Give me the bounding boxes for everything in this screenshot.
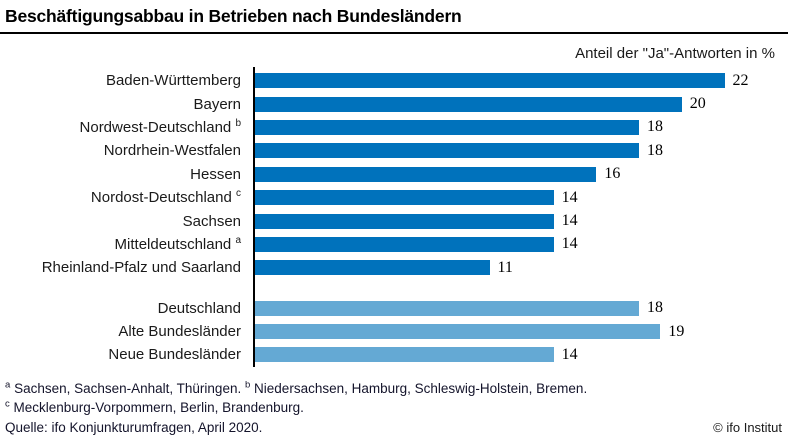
- bar: [254, 347, 554, 363]
- chart-row: Alte Bundesländer 19: [0, 320, 788, 343]
- value-label: 18: [647, 299, 664, 317]
- category-label: Sachsen: [182, 212, 241, 230]
- category-label: Rheinland-Pfalz und Saarland: [41, 259, 241, 277]
- bar: [254, 260, 490, 276]
- source-row: Quelle: ifo Konjunkturumfragen, April 20…: [5, 419, 782, 438]
- category-label: Neue Bundesländer: [108, 346, 241, 364]
- value-label: 19: [668, 322, 685, 340]
- y-axis-line: [253, 67, 255, 367]
- bar: [254, 119, 640, 135]
- bar: [254, 213, 554, 229]
- chart-row: Baden-Württemberg 22: [0, 69, 788, 92]
- source-label: Quelle: ifo Konjunkturumfragen, April 20…: [5, 420, 263, 435]
- value-label: 14: [561, 235, 578, 253]
- bar: [254, 73, 725, 89]
- value-label: 14: [561, 212, 578, 230]
- footnote-mark-a: a: [5, 379, 11, 391]
- chart-subtitle: Anteil der "Ja"-Antworten in %: [575, 45, 775, 62]
- category-label: Nordwest-Deutschland b: [79, 117, 241, 136]
- title-rule: [0, 32, 788, 34]
- footnote-line-2: c Mecklenburg-Vorpommern, Berlin, Brande…: [5, 399, 782, 418]
- chart-row: Mitteldeutschland a 14: [0, 233, 788, 256]
- bar: [254, 143, 640, 159]
- category-label: Nordrhein-Westfalen: [103, 142, 241, 160]
- value-label: 11: [497, 258, 513, 276]
- footnote-mark-b: b: [244, 379, 251, 391]
- value-label: 14: [561, 188, 578, 206]
- category-label: Baden-Württemberg: [105, 72, 241, 90]
- value-label: 16: [604, 165, 621, 183]
- chart-row: Hessen 16: [0, 163, 788, 186]
- bar: [254, 96, 682, 112]
- bar-chart: Baden-Württemberg 22 Bayern 20 Nordwest-Deut…: [0, 67, 788, 367]
- category-footnote-mark: c: [236, 188, 241, 200]
- category-label: Mitteldeutschland a: [114, 234, 241, 253]
- footnote-line-1: a Sachsen, Sachsen-Anhalt, Thüringen. b …: [5, 380, 782, 399]
- footnotes: a Sachsen, Sachsen-Anhalt, Thüringen. b …: [5, 380, 782, 438]
- bar: [254, 236, 554, 252]
- chart-row: Bayern 20: [0, 92, 788, 115]
- footnote-text-c: Mecklenburg-Vorpommern, Berlin, Brandenb…: [13, 399, 304, 415]
- chart-row: Nordost-Deutschland c 14: [0, 186, 788, 209]
- credit-label: © ifo Institut: [713, 420, 782, 435]
- page-title: Beschäftigungsabbau in Betrieben nach Bu…: [5, 6, 462, 26]
- category-footnote-mark: a: [235, 234, 241, 246]
- value-label: 20: [689, 95, 706, 113]
- chart-row: Neue Bundesländer 14: [0, 343, 788, 366]
- footnote-text-a: Sachsen, Sachsen-Anhalt, Thüringen.: [14, 381, 242, 396]
- chart-row: Nordrhein-Westfalen 18: [0, 139, 788, 162]
- category-label: Alte Bundesländer: [118, 323, 241, 341]
- bar: [254, 300, 640, 316]
- footnote-text-b: Niedersachsen, Hamburg, Schleswig-Holste…: [254, 381, 588, 396]
- footnote-mark-c: c: [5, 398, 10, 409]
- category-footnote-mark: b: [235, 117, 241, 129]
- bar: [254, 324, 661, 340]
- value-label: 22: [732, 71, 749, 89]
- chart-row: Deutschland 18: [0, 297, 788, 320]
- category-label: Hessen: [190, 165, 241, 183]
- bar: [254, 190, 554, 206]
- value-label: 18: [647, 118, 664, 136]
- chart-row: Nordwest-Deutschland b 18: [0, 116, 788, 139]
- group-gap: [0, 280, 788, 297]
- value-label: 18: [647, 141, 664, 159]
- category-label: Deutschland: [157, 299, 241, 317]
- category-label: Nordost-Deutschland c: [90, 188, 241, 207]
- value-label: 14: [561, 345, 578, 363]
- chart-row: Sachsen 14: [0, 209, 788, 232]
- bar: [254, 166, 597, 182]
- chart-row: Rheinland-Pfalz und Saarland 11: [0, 256, 788, 279]
- category-label: Bayern: [193, 95, 241, 113]
